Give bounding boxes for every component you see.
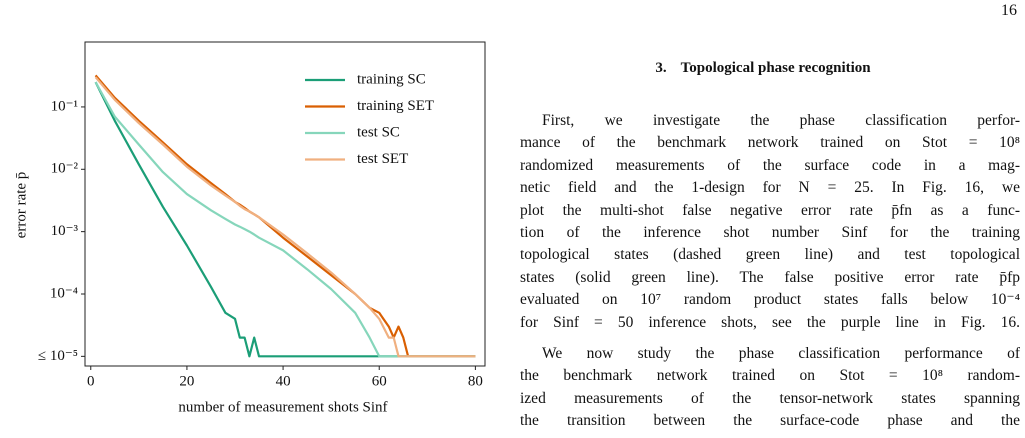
legend-label: training SET [357,98,434,114]
text-line: states (solid green line). The false pos… [520,268,1020,286]
legend-label: test SC [357,124,400,140]
text-line: the benchmark network trained on Stot = … [520,367,1020,385]
chart: error rate p̄ number of measurement shot… [13,41,486,415]
text-line: randomized measurements of the surface c… [520,156,1020,174]
series-line [94,81,476,358]
text-line: evaluated on 10⁷ random product states f… [520,291,1020,309]
series-line [94,74,476,358]
y-tick-label: 10⁻⁴ [50,285,78,301]
x-tick-label: 20 [179,373,194,389]
text-line: ized measurements of the tensor-network … [520,389,1020,407]
plot-frame [84,41,486,367]
text-line: We now study the phase classification pe… [542,345,1020,362]
y-tick-label: 10⁻³ [51,223,79,239]
legend-label: training SC [357,71,426,87]
y-tick-label: 10⁻¹ [51,98,78,114]
series-line [94,81,476,358]
text-line: plot the multi-shot false negative error… [520,201,1020,219]
y-tick-label: 10⁻² [51,161,79,177]
x-tick-label: 60 [372,373,387,389]
section-heading: 3. Topological phase recognition [520,60,1020,77]
x-axis-label: number of measurement shots Sinf [178,399,387,415]
text-line: the transition between the surface-code … [520,412,1020,430]
text-line: for Sinf = 50 inference shots, see the p… [520,313,1020,331]
section-number: 3. [655,60,667,76]
legend-label: test SET [357,151,408,167]
x-tick-label: 0 [87,373,95,389]
x-tick-label: 40 [276,373,291,389]
x-tick-label: 80 [468,373,483,389]
series-line [94,76,476,358]
page-number: 16 [1001,2,1017,19]
paragraph: First, we investigate the phase classifi… [520,110,1020,334]
paragraph: We now study the phase classification pe… [520,343,1020,433]
y-axis-label: error rate p̄ [13,172,29,239]
y-tick-label: ≤ 10⁻⁵ [38,348,78,364]
text-line: mance of the benchmark network trained o… [520,134,1020,152]
text-line: First, we investigate the phase classifi… [542,112,1020,129]
text-line: tion of the inference shot number Sinf f… [520,224,1020,242]
text-line: netic field and the 1-design for N = 25.… [520,179,1020,197]
text-line: topological states (dashed green line) a… [520,246,1020,264]
section-title: Topological phase recognition [680,60,871,76]
